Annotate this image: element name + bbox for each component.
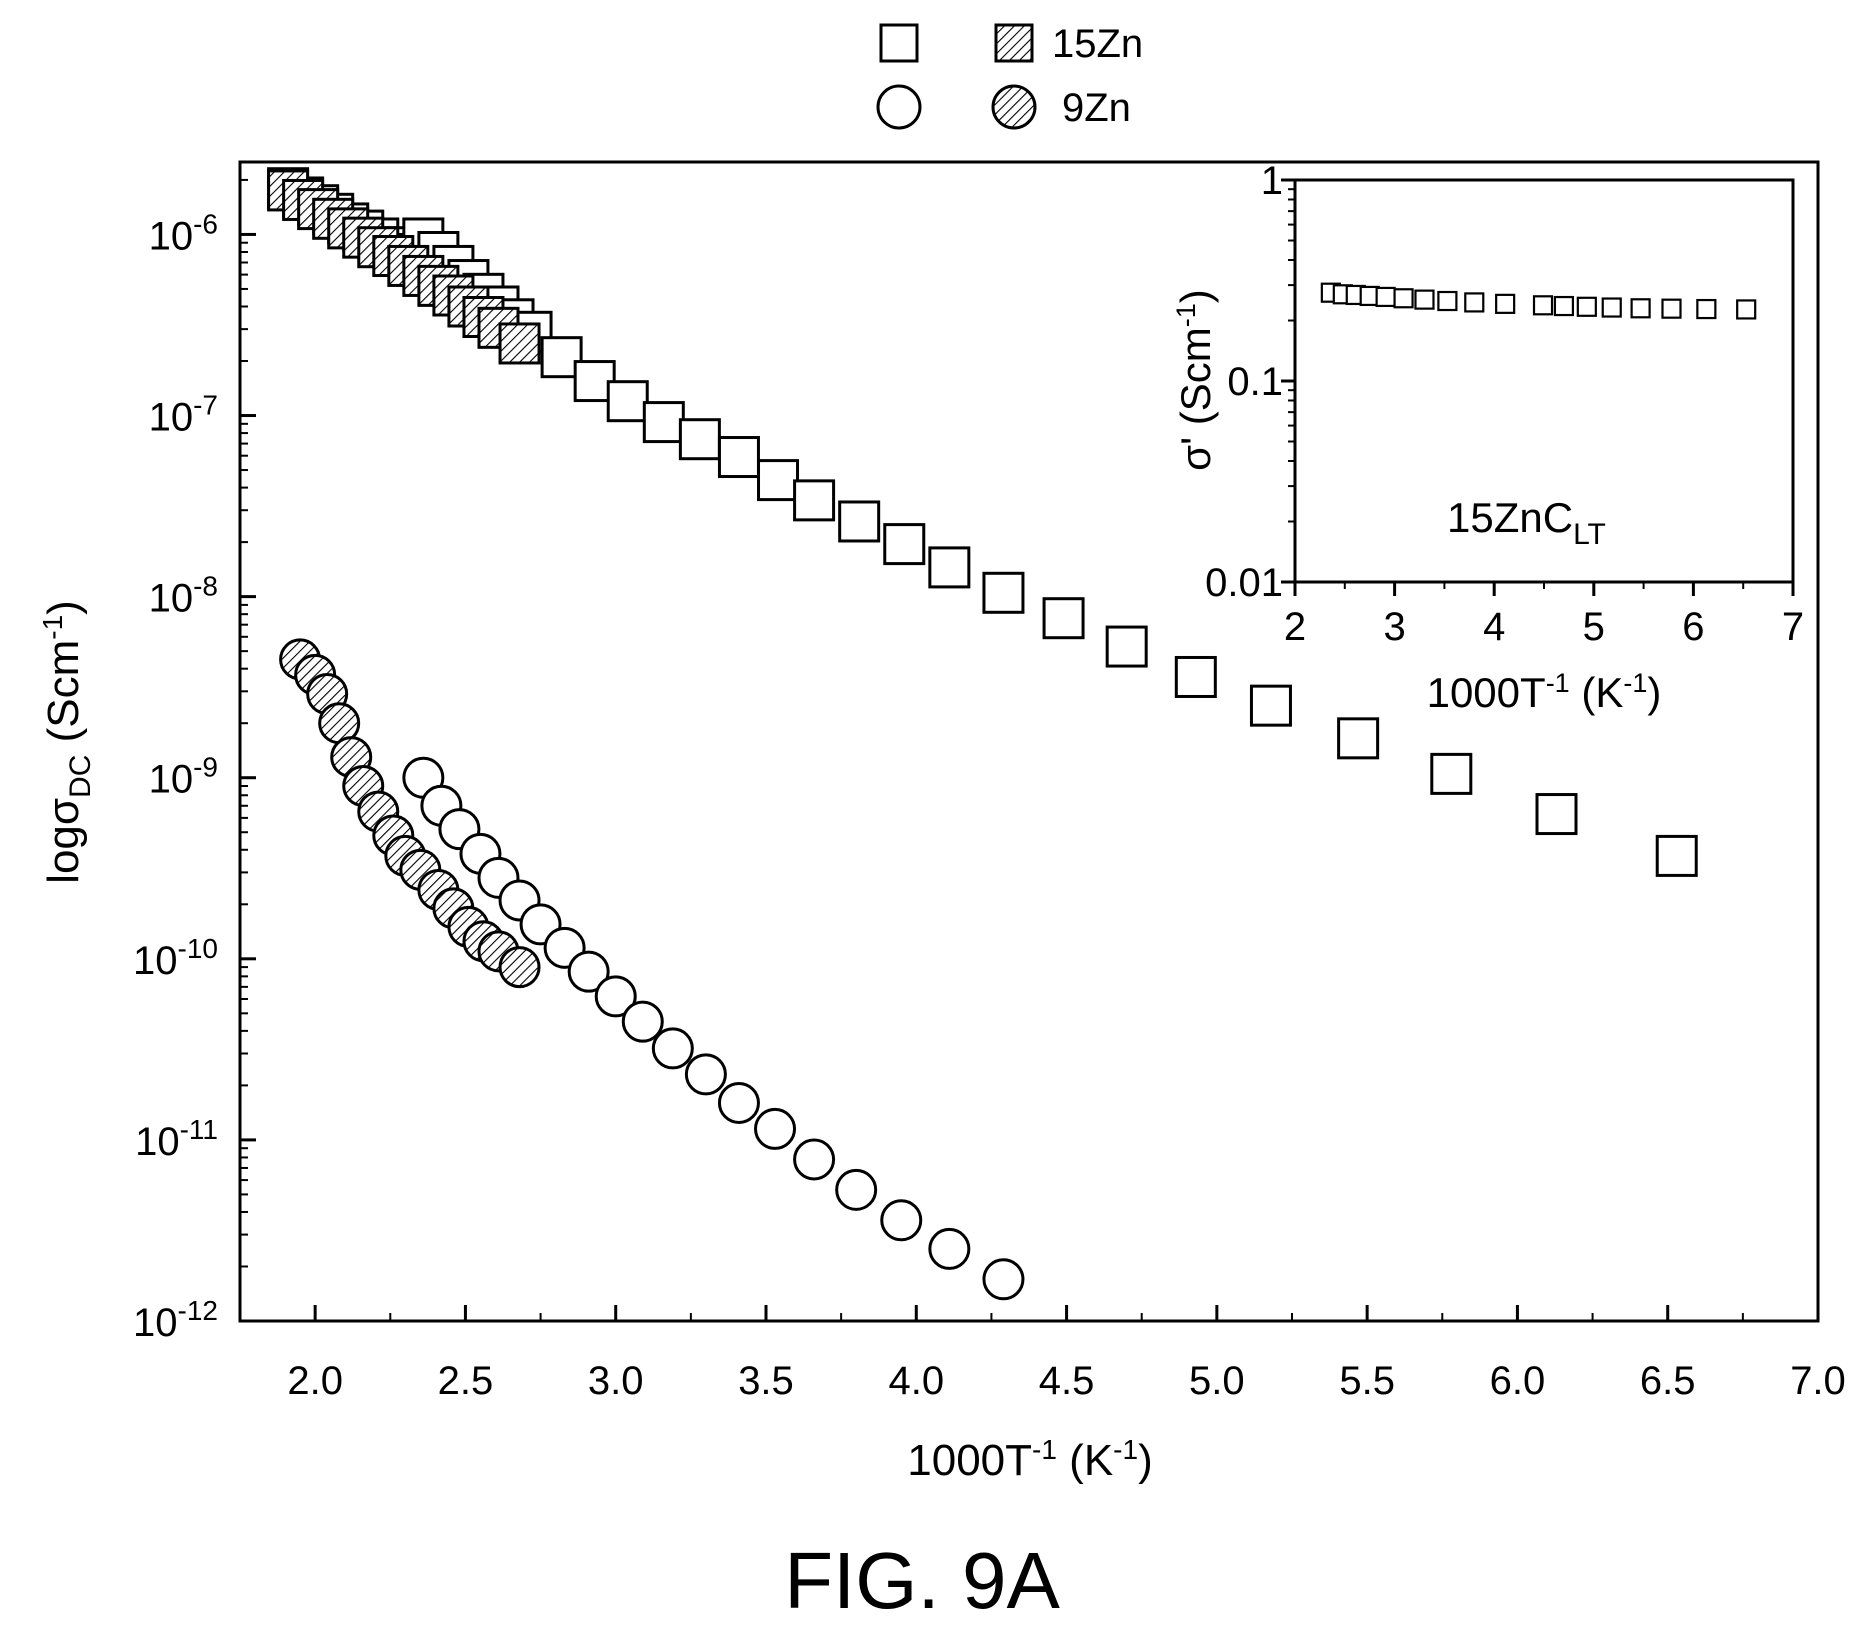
legend-open-circle-icon <box>876 84 922 130</box>
legend-hatched-circle-icon <box>991 84 1037 130</box>
main-series-2-point-16 <box>835 1168 878 1211</box>
main-series-2-point-11 <box>651 1027 694 1070</box>
main-series-0-point-25 <box>838 500 881 543</box>
main-x-tick-label-3: 3.5 <box>738 1359 794 1403</box>
main-series-2-point-10 <box>621 1000 664 1043</box>
main-x-tick-label-9: 6.5 <box>1640 1359 1696 1403</box>
legend-open-square-icon <box>879 23 919 63</box>
inset-x-tick-label-1: 3 <box>1383 605 1405 649</box>
main-series-0-point-34 <box>1430 752 1473 795</box>
inset-x-tick-label-0: 2 <box>1284 605 1306 649</box>
inset-y-tick-label-0: 1 <box>1261 159 1283 203</box>
inset-series-0-point-10 <box>1532 295 1554 316</box>
main-series-3-point-15 <box>498 946 541 989</box>
inset-x-tick-label-2: 4 <box>1483 605 1505 649</box>
main-x-tick-label-5: 4.5 <box>1039 1359 1095 1403</box>
inset-series-0-point-6 <box>1414 289 1435 310</box>
inset-x-tick-label-5: 7 <box>1782 605 1804 649</box>
main-series-2-point-18 <box>928 1227 971 1270</box>
inset-y-tick-label-2: 0.01 <box>1205 561 1283 605</box>
main-series-2-point-17 <box>880 1199 923 1242</box>
main-y-tick-label-4: 10-10 <box>133 933 218 983</box>
main-x-tick-label-10: 7.0 <box>1790 1359 1846 1403</box>
main-series-0-point-36 <box>1655 834 1698 877</box>
inset-background <box>1295 180 1793 582</box>
inset-series-0-point-15 <box>1661 298 1682 319</box>
main-series-0-point-30 <box>1105 625 1148 668</box>
main-series-1-point-15 <box>498 322 541 365</box>
main-y-tick-label-5: 10-11 <box>135 1114 218 1164</box>
main-series-0-point-32 <box>1249 684 1292 727</box>
inset-series-0-point-16 <box>1696 298 1717 320</box>
main-x-axis-label: 1000T-1 (K-1) <box>907 1434 1152 1485</box>
inset-chart: 2 3 4 5 6 7 1 0.1 0.01 15ZnCLT 1000T-1 (K-1) σ' … <box>1171 159 1804 716</box>
main-y-tick-label-2: 10-8 <box>149 571 218 621</box>
legend: 15Zn 9Zn <box>876 22 1143 130</box>
main-series-2-point-9 <box>594 975 637 1018</box>
inset-series-0-point-13 <box>1601 297 1622 318</box>
main-series-2-point-14 <box>754 1107 797 1150</box>
main-y-tick-label-0: 10-6 <box>149 208 218 258</box>
main-y-tick-label-6: 10-12 <box>133 1295 218 1345</box>
main-series-0-point-21 <box>678 418 721 461</box>
main-series-0-point-31 <box>1174 655 1217 698</box>
main-marks <box>267 167 1698 1301</box>
inset-x-axis-label: 1000T-1 (K-1) <box>1427 668 1662 716</box>
main-series-0-point-22 <box>717 436 760 479</box>
inset-series-0-point-4 <box>1375 286 1396 308</box>
main-series-2-point-15 <box>793 1138 836 1181</box>
main-x-tick-label-4: 4.0 <box>888 1359 944 1403</box>
inset-series-0-point-5 <box>1393 288 1414 309</box>
main-series-2-point-13 <box>717 1081 760 1124</box>
main-ticks: 2.0 2.5 3.0 3.5 4.0 4.5 5.0 5.5 6.0 6.5 7.0 10-6 10-… <box>133 178 1846 1403</box>
inset-series-0-point-17 <box>1736 299 1757 320</box>
main-x-tick-label-8: 6.0 <box>1490 1359 1546 1403</box>
main-series-2-point-19 <box>982 1258 1025 1301</box>
main-y-tick-label-3: 10-9 <box>149 752 218 802</box>
inset-x-tick-label-3: 5 <box>1583 605 1605 649</box>
main-x-tick-label-0: 2.0 <box>287 1359 343 1403</box>
legend-label-15zn: 15Zn <box>1052 22 1143 66</box>
inset-y-axis-label: σ' (Scm-1) <box>1171 289 1219 471</box>
main-y-tick-label-1: 10-7 <box>149 390 218 440</box>
inset-series-0-point-7 <box>1437 290 1458 312</box>
main-x-tick-label-2: 3.0 <box>588 1359 644 1403</box>
main-series-0-point-29 <box>1042 597 1085 640</box>
main-series-0-point-28 <box>982 571 1025 614</box>
inset-series-0-point-8 <box>1464 292 1485 313</box>
main-series-0-point-19 <box>606 380 649 423</box>
inset-y-tick-label-1: 0.1 <box>1227 360 1283 404</box>
main-x-tick-label-7: 5.5 <box>1339 1359 1395 1403</box>
main-x-tick-label-1: 2.5 <box>438 1359 494 1403</box>
inset-marks <box>1320 282 1757 320</box>
legend-hatched-square-icon <box>994 23 1034 63</box>
main-series-0-point-35 <box>1535 793 1578 836</box>
main-series-2-point-8 <box>567 950 610 993</box>
main-series-0-point-26 <box>883 523 926 566</box>
main-y-axis-label: logσDC (Scm-1) <box>37 600 97 884</box>
main-chart: 2.0 2.5 3.0 3.5 4.0 4.5 5.0 5.5 6.0 6.5 7.0 10-6 10-… <box>37 160 1846 1485</box>
inset-x-tick-label-4: 6 <box>1682 605 1704 649</box>
main-series-0-point-20 <box>642 401 685 444</box>
main-series-0-point-33 <box>1337 717 1380 760</box>
main-series-0-point-24 <box>793 479 836 522</box>
inset-series-0-point-11 <box>1553 295 1575 317</box>
legend-label-9zn: 9Zn <box>1062 86 1131 130</box>
inset-annotation: 15ZnCLT <box>1447 494 1606 551</box>
main-series-2-point-12 <box>684 1053 727 1096</box>
inset-series-0-point-14 <box>1630 298 1651 319</box>
main-series-0-point-27 <box>928 546 971 589</box>
figure-caption: FIG. 9A <box>784 1536 1060 1625</box>
main-plot-frame <box>238 160 1820 1323</box>
inset-series-0-point-12 <box>1576 296 1597 317</box>
inset-series-0-point-9 <box>1495 293 1516 314</box>
main-series-0-point-23 <box>757 459 800 502</box>
inset-ticks: 2 3 4 5 6 7 1 0.1 0.01 <box>1205 159 1804 649</box>
main-x-tick-label-6: 5.0 <box>1189 1359 1245 1403</box>
